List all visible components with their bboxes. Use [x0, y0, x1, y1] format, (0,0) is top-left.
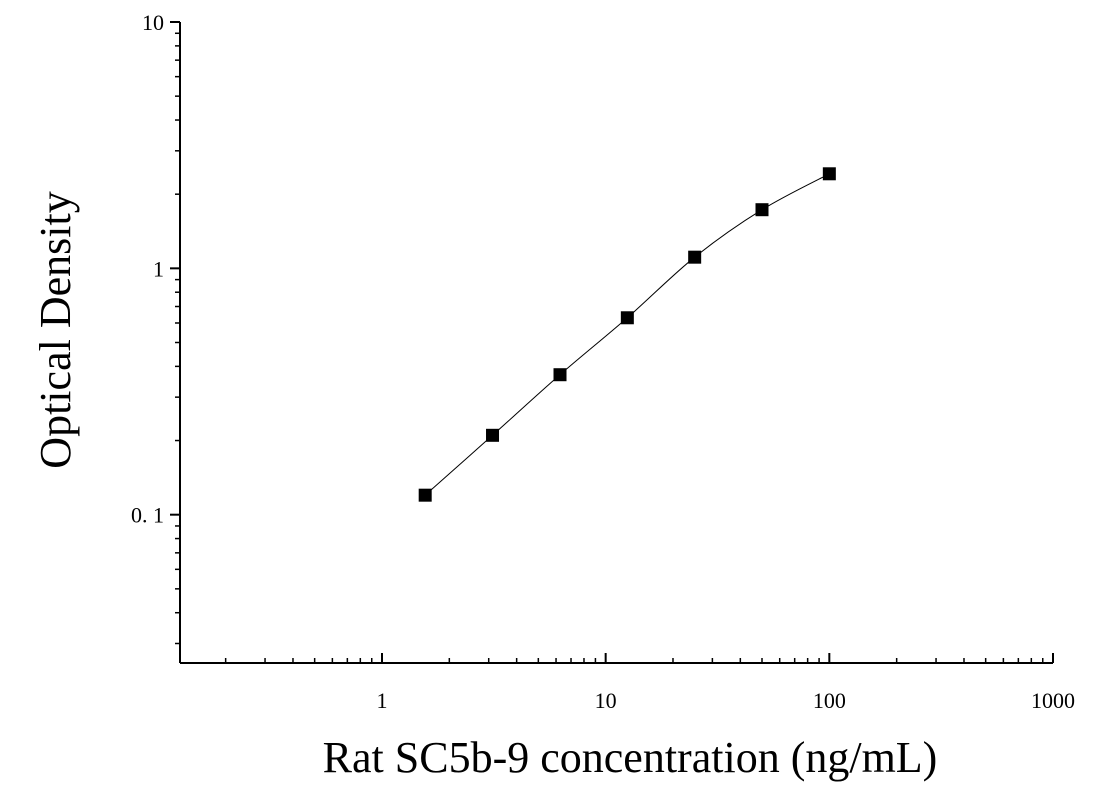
- data-point: [418, 488, 432, 502]
- data-point: [553, 368, 567, 382]
- data-point: [755, 203, 769, 217]
- data-points: [418, 167, 836, 502]
- tick-labels: 1 10 100 1000 0. 1 1 10: [131, 10, 1075, 713]
- y-axis-title: Optical Density: [31, 191, 80, 468]
- y-tick-label: 1: [153, 256, 164, 281]
- y-tick-label: 10: [142, 10, 164, 35]
- x-axis-title: Rat SC5b-9 concentration (ng/mL): [323, 733, 938, 782]
- data-point: [688, 250, 702, 264]
- x-tick-label: 10: [595, 688, 617, 713]
- x-tick-label: 1: [376, 688, 387, 713]
- y-tick-label: 0. 1: [131, 503, 164, 528]
- major-ticks: [170, 21, 1054, 663]
- x-tick-label: 1000: [1031, 688, 1075, 713]
- data-point: [822, 167, 836, 181]
- data-point: [620, 311, 634, 325]
- minor-ticks: [175, 32, 1044, 663]
- data-point: [486, 428, 500, 442]
- axes: [179, 22, 1053, 664]
- fit-curve-line: [424, 173, 830, 496]
- x-tick-label: 100: [813, 688, 846, 713]
